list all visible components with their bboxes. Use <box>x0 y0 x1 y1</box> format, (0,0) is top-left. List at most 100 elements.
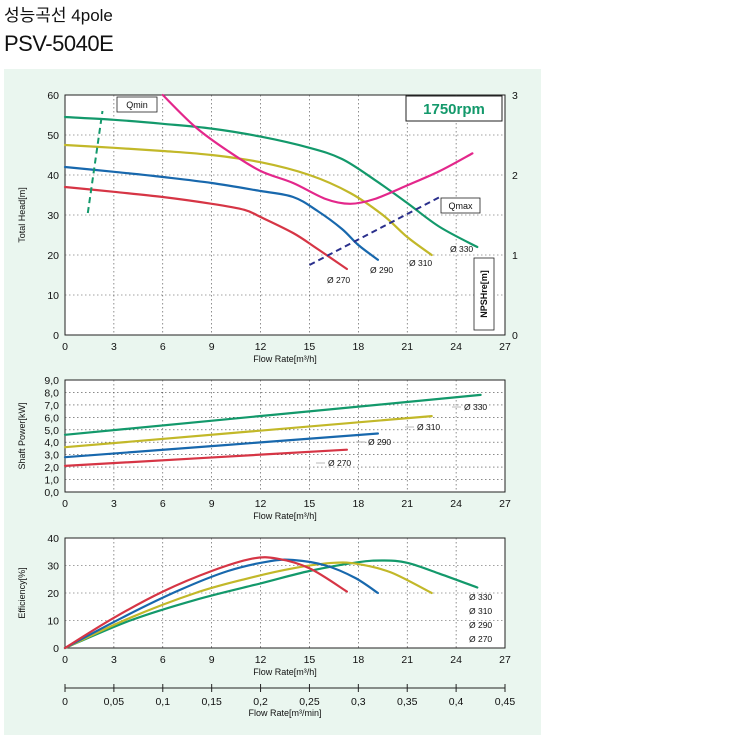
head-x-tick-label: 27 <box>499 341 511 353</box>
efficiency-x-axis-label: Flow Rate[m³/h] <box>253 667 317 677</box>
head-y-tick-label: 50 <box>47 130 59 142</box>
power-curve-label: Ø 310 <box>417 422 440 432</box>
power-y-tick-label: 3,0 <box>44 450 59 462</box>
power-y-tick-label: 8,0 <box>44 387 59 399</box>
qmax-label: Qmax <box>448 201 473 211</box>
efficiency-series-310 <box>63 561 433 650</box>
npsh-label-box <box>473 257 495 331</box>
head-series-270 <box>63 185 348 271</box>
efficiency-y-tick-label: 20 <box>47 588 59 600</box>
power-curve-label: Ø 290 <box>368 437 391 447</box>
efficiency-series-270 <box>63 556 348 650</box>
head-curve-label: Ø 290 <box>370 265 393 275</box>
efficiency-series-330 <box>63 559 479 650</box>
efficiency-x-tick-label: 6 <box>160 654 166 666</box>
efficiency-legend-item: Ø 310 <box>469 606 492 616</box>
power-x-tick-label: 21 <box>401 498 413 510</box>
head-y-axis-label: Total Head[m] <box>17 187 27 243</box>
npsh-axis-label: NPSHre[m] <box>479 270 489 318</box>
qmin-label-box <box>116 96 158 113</box>
power-series-310 <box>63 415 433 449</box>
efficiency-x-tick-label: 12 <box>255 654 267 666</box>
head-y-tick-label: 10 <box>47 290 59 302</box>
head-y2-tick-label: 3 <box>512 90 518 102</box>
x2-tick-label: 0,25 <box>299 696 320 708</box>
power-x-tick-label: 12 <box>255 498 267 510</box>
rpm-label: 1750rpm <box>423 101 485 118</box>
qmax-label-box <box>440 197 481 214</box>
power-curve-label: Ø 330 <box>464 402 487 412</box>
efficiency-x-tick-label: 21 <box>401 654 413 666</box>
power-x-tick-label: 0 <box>62 498 68 510</box>
power-x-tick-label: 27 <box>499 498 511 510</box>
head-x-tick-label: 21 <box>401 341 413 353</box>
efficiency-x-tick-label: 15 <box>304 654 316 666</box>
x2-tick-label: 0,15 <box>201 696 222 708</box>
power-y-tick-label: 1,0 <box>44 475 59 487</box>
power-x-axis-label: Flow Rate[m³/h] <box>253 511 317 521</box>
power-x-tick-label: 3 <box>111 498 117 510</box>
head-series-310 <box>63 143 433 257</box>
efficiency-legend-item: Ø 290 <box>469 620 492 630</box>
x2-tick-label: 0,2 <box>253 696 268 708</box>
efficiency-x-tick-label: 9 <box>209 654 215 666</box>
head-curve-label: Ø 330 <box>450 244 473 254</box>
x2-tick-label: 0,3 <box>351 696 366 708</box>
power-x-tick-label: 24 <box>450 498 462 510</box>
head-curve-label: Ø 310 <box>409 258 432 268</box>
qmin-label: Qmin <box>126 100 148 110</box>
x2-axis-label: Flow Rate[m³/min] <box>248 708 321 718</box>
head-x-tick-label: 15 <box>304 341 316 353</box>
power-series-270 <box>63 448 348 467</box>
head-x-tick-label: 12 <box>255 341 267 353</box>
head-x-tick-label: 18 <box>352 341 364 353</box>
head-x-tick-label: 3 <box>111 341 117 353</box>
power-series-330 <box>63 393 482 436</box>
head-marker-qmin <box>86 110 104 214</box>
head-curve-label: Ø 270 <box>327 275 350 285</box>
head-y2-tick-label: 2 <box>512 170 518 182</box>
power-y-tick-label: 6,0 <box>44 412 59 424</box>
head-x-tick-label: 0 <box>62 341 68 353</box>
head-series-npshre <box>161 93 474 205</box>
power-y-tick-label: 2,0 <box>44 462 59 474</box>
power-curve-label: Ø 270 <box>328 458 351 468</box>
power-plot-area <box>64 379 506 493</box>
efficiency-series-290 <box>63 558 379 650</box>
power-y-tick-label: 7,0 <box>44 400 59 412</box>
efficiency-x-tick-label: 18 <box>352 654 364 666</box>
efficiency-y-tick-label: 30 <box>47 561 59 573</box>
efficiency-x-tick-label: 27 <box>499 654 511 666</box>
head-y2-tick-label: 0 <box>512 330 518 342</box>
x2-tick-label: 0,35 <box>397 696 418 708</box>
rpm-label-box <box>405 95 503 122</box>
head-y-tick-label: 60 <box>47 90 59 102</box>
power-x-tick-label: 15 <box>304 498 316 510</box>
efficiency-y-tick-label: 0 <box>53 643 59 655</box>
x2-tick-label: 0 <box>62 696 68 708</box>
efficiency-legend-item: Ø 270 <box>469 634 492 644</box>
efficiency-x-tick-label: 0 <box>62 654 68 666</box>
head-y-tick-label: 20 <box>47 250 59 262</box>
power-x-tick-label: 6 <box>160 498 166 510</box>
head-x-axis-label: Flow Rate[m³/h] <box>253 354 317 364</box>
efficiency-y-axis-label: Efficiency[%] <box>17 567 27 618</box>
x2-tick-label: 0,4 <box>449 696 464 708</box>
power-y-axis-label: Shaft Power[kW] <box>17 402 27 469</box>
power-y-tick-label: 4,0 <box>44 437 59 449</box>
power-y-tick-label: 9,0 <box>44 375 59 387</box>
head-marker-qmax <box>308 196 441 266</box>
head-y-tick-label: 30 <box>47 210 59 222</box>
x2-tick-label: 0,05 <box>104 696 125 708</box>
model-title: PSV-5040E <box>4 31 114 56</box>
head-x-tick-label: 24 <box>450 341 462 353</box>
head-y2-tick-label: 1 <box>512 250 518 262</box>
head-x-tick-label: 6 <box>160 341 166 353</box>
head-y-tick-label: 0 <box>53 330 59 342</box>
chart-subtitle: 성능곡선 4pole <box>4 6 113 25</box>
head-y-tick-label: 40 <box>47 170 59 182</box>
efficiency-y-tick-label: 40 <box>47 533 59 545</box>
x2-tick-label: 0,1 <box>155 696 170 708</box>
head-series-290 <box>63 165 379 261</box>
